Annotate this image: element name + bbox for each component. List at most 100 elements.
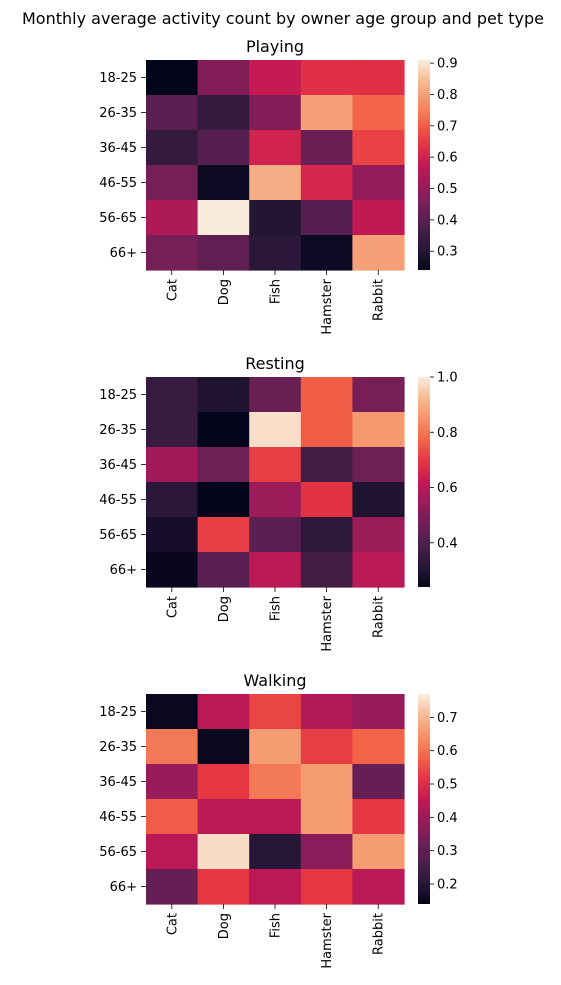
y-tick-label: 36-45: [99, 775, 137, 790]
heatmap-cell: [300, 95, 353, 131]
colorbar-tick-label: 0.4: [437, 213, 458, 228]
heatmap-cell: [197, 552, 250, 588]
colorbar: [418, 377, 430, 587]
heatmap-cell: [197, 60, 250, 96]
y-tick-label: 26-35: [99, 423, 137, 438]
heatmap-cell: [146, 130, 199, 166]
x-tick-label: Dog: [217, 279, 232, 305]
figure-title: Monthly average activity count by owner …: [22, 9, 544, 28]
y-tick-label: 46-55: [99, 493, 137, 508]
heatmap-cell: [197, 200, 250, 236]
heatmap-cell: [249, 729, 302, 765]
heatmap-cell: [352, 60, 405, 96]
heatmap-panel-resting: Resting 18-25 26-35 36-45 46-55 56-65 66+ Cat Do…: [99, 354, 457, 652]
y-tick-label: 26-35: [99, 740, 137, 755]
heatmap-cell: [197, 694, 250, 730]
x-tick-label: Cat: [165, 596, 180, 618]
heatmap-cell: [249, 834, 302, 870]
heatmap-cell: [197, 799, 250, 835]
y-tick-label: 36-45: [99, 141, 137, 156]
panel-title: Walking: [243, 671, 306, 690]
x-tick-label: Hamster: [320, 278, 335, 334]
heatmap-cell: [300, 60, 353, 96]
heatmap-cell: [300, 799, 353, 835]
heatmap-cell: [197, 165, 250, 201]
heatmap-cell: [249, 764, 302, 800]
heatmap-cell: [300, 482, 353, 518]
heatmap-panels: Playing 18-25 26-35 36-45 46-55 56-65 66+ Cat Do…: [99, 37, 457, 969]
heatmap-cell: [352, 130, 405, 166]
heatmap-cell: [197, 517, 250, 553]
colorbar-tick-label: 0.4: [437, 811, 458, 826]
heatmap-cell: [352, 764, 405, 800]
y-tick-label: 46-55: [99, 176, 137, 191]
heatmap-cell: [249, 447, 302, 483]
heatmap-panel-walking: Walking 18-25 26-35 36-45 46-55 56-65 66+ Cat Do…: [99, 671, 457, 969]
heatmap-cell: [197, 235, 250, 271]
heatmap-cell: [300, 869, 353, 905]
x-tick-label: Hamster: [320, 595, 335, 651]
heatmap-cell: [146, 447, 199, 483]
colorbar-tick-label: 0.7: [437, 711, 458, 726]
heatmap-cell: [249, 869, 302, 905]
colorbar-tick-label: 0.2: [437, 878, 458, 893]
y-tick-label: 18-25: [99, 71, 137, 86]
heatmap-cell: [300, 694, 353, 730]
heatmap-cell: [352, 482, 405, 518]
heatmap-cell: [300, 235, 353, 271]
x-tick-label: Rabbit: [372, 279, 387, 321]
heatmap-cell: [146, 694, 199, 730]
x-tick-label: Rabbit: [372, 596, 387, 638]
heatmap-cell: [146, 482, 199, 518]
y-tick-label: 56-65: [99, 211, 137, 226]
x-tick-label: Dog: [217, 913, 232, 939]
y-tick-label: 26-35: [99, 106, 137, 121]
heatmap-cell: [146, 377, 199, 413]
colorbar-tick-label: 0.7: [437, 119, 458, 134]
heatmap-cell: [249, 130, 302, 166]
heatmap-cell: [197, 482, 250, 518]
heatmap-cell: [146, 95, 199, 131]
heatmap-cell: [146, 729, 199, 765]
heatmap-cell: [249, 377, 302, 413]
x-tick-label: Fish: [269, 596, 284, 621]
heatmap-cell: [300, 764, 353, 800]
heatmap-cell: [300, 130, 353, 166]
x-tick-label: Dog: [217, 596, 232, 622]
heatmap-cell: [249, 694, 302, 730]
y-tick-label: 56-65: [99, 845, 137, 860]
heatmap-cell: [249, 235, 302, 271]
y-tick-label: 18-25: [99, 388, 137, 403]
heatmap-cell: [146, 869, 199, 905]
colorbar-tick-label: 0.3: [437, 844, 458, 859]
y-tick-label: 66+: [110, 880, 137, 895]
colorbar-tick-label: 0.8: [437, 426, 458, 441]
y-tick-label: 46-55: [99, 810, 137, 825]
heatmap-cell: [352, 377, 405, 413]
colorbar-tick-label: 0.6: [437, 151, 458, 166]
heatmap-cell: [249, 412, 302, 448]
heatmap-cell: [146, 60, 199, 96]
heatmap-cell: [300, 377, 353, 413]
heatmap-cell: [300, 517, 353, 553]
heatmap-cell: [146, 165, 199, 201]
colorbar: [418, 60, 430, 270]
heatmap-cell: [300, 200, 353, 236]
heatmap-cell: [300, 447, 353, 483]
heatmap-cell: [352, 552, 405, 588]
heatmap-cell: [249, 200, 302, 236]
heatmap-cell: [197, 869, 250, 905]
heatmap-cell: [146, 834, 199, 870]
heatmap-cell: [352, 235, 405, 271]
heatmap-cell: [146, 412, 199, 448]
heatmap-cell: [197, 412, 250, 448]
y-tick-label: 18-25: [99, 705, 137, 720]
heatmap-cell: [300, 412, 353, 448]
heatmap-cell: [197, 130, 250, 166]
y-tick-label: 66+: [110, 246, 137, 261]
panel-title: Playing: [246, 37, 304, 56]
heatmap-cell: [249, 165, 302, 201]
colorbar-tick-label: 0.9: [437, 57, 458, 72]
heatmap-cell: [146, 517, 199, 553]
